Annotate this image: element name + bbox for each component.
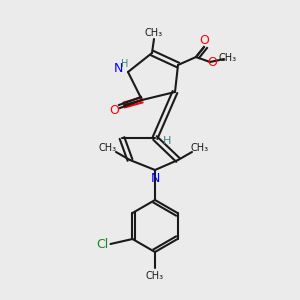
Text: H: H	[163, 136, 171, 146]
Text: CH₃: CH₃	[146, 271, 164, 281]
Text: O: O	[207, 56, 217, 68]
Text: N: N	[150, 172, 160, 184]
Text: CH₃: CH₃	[191, 143, 209, 153]
Text: H: H	[121, 59, 129, 69]
Text: O: O	[199, 34, 209, 47]
Text: CH₃: CH₃	[99, 143, 117, 153]
Text: CH₃: CH₃	[219, 53, 237, 63]
Text: N: N	[113, 62, 123, 76]
Text: CH₃: CH₃	[145, 28, 163, 38]
Text: O: O	[109, 104, 119, 118]
Text: Cl: Cl	[96, 238, 109, 251]
